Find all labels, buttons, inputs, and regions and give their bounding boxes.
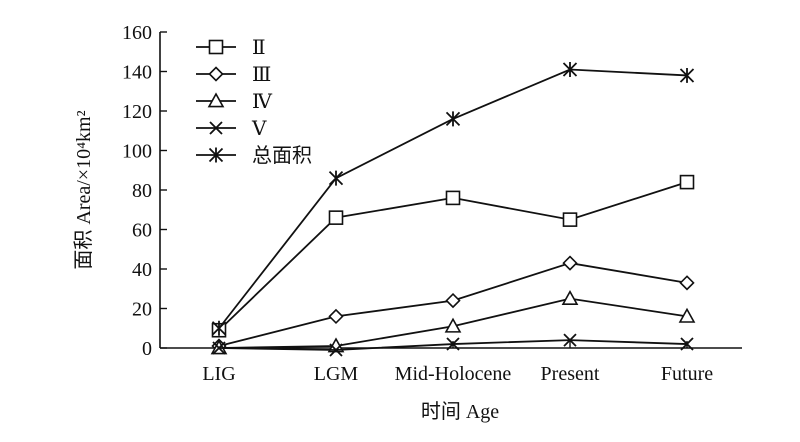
x-tick-label: Mid-Holocene <box>395 363 512 385</box>
series-layer <box>210 62 696 357</box>
data-point <box>561 289 579 306</box>
data-point <box>328 170 344 186</box>
x-axis-title: 时间 Age <box>421 400 499 423</box>
data-point <box>562 255 578 271</box>
data-point <box>329 343 343 357</box>
legend-marker <box>208 147 224 163</box>
y-tick-label: 100 <box>122 141 152 163</box>
legend-item: Ⅳ <box>196 91 273 113</box>
legend-label: Ⅲ <box>252 64 271 86</box>
y-tick-label: 80 <box>132 180 152 202</box>
data-point <box>678 307 696 323</box>
legend-label: 总面积 <box>252 144 312 167</box>
y-tick-label: 140 <box>122 62 152 84</box>
y-tick-label: 60 <box>132 220 152 242</box>
legend-label: Ⅳ <box>252 91 273 113</box>
legend-marker <box>209 121 223 135</box>
series-5 <box>211 62 695 336</box>
legend-item: Ⅴ <box>196 118 267 140</box>
x-tick-label: Future <box>661 363 713 385</box>
y-tick-label: 20 <box>132 299 152 321</box>
y-tick-label: 0 <box>142 338 152 360</box>
data-point <box>212 341 226 355</box>
legend-item: Ⅱ <box>196 37 266 59</box>
x-tick-label: LGM <box>314 363 359 385</box>
legend: Ⅱ Ⅲ Ⅳ Ⅴ 总面积 <box>196 37 312 167</box>
data-point <box>680 337 694 351</box>
data-point <box>328 308 344 325</box>
series-1 <box>211 174 695 338</box>
data-point <box>679 67 695 83</box>
data-point <box>328 210 344 225</box>
data-point <box>679 174 695 190</box>
data-point <box>444 317 462 333</box>
data-point <box>562 212 578 227</box>
data-point <box>446 337 460 351</box>
data-point <box>445 111 461 127</box>
y-tick-label: 40 <box>132 259 152 281</box>
legend-label: Ⅱ <box>252 37 266 59</box>
data-point <box>562 62 578 77</box>
data-point <box>679 275 695 291</box>
ticks: 0 20 40 60 80 100 120 140 160 LIG LGM Mid-Holocene P… <box>122 22 713 385</box>
legend-marker <box>208 66 224 82</box>
legend-item: 总面积 <box>196 144 312 167</box>
data-point <box>211 320 227 336</box>
series-4 <box>212 333 694 357</box>
y-tick-label: 120 <box>122 101 152 123</box>
legend-label: Ⅴ <box>251 118 267 140</box>
legend-item: Ⅲ <box>196 64 271 86</box>
legend-marker <box>207 92 225 108</box>
legend-marker <box>208 39 224 55</box>
series-2 <box>211 255 695 354</box>
y-tick-label: 160 <box>122 22 152 44</box>
x-tick-label: LIG <box>202 363 235 385</box>
data-point <box>563 333 577 347</box>
x-tick-label: Present <box>541 363 600 385</box>
data-point <box>445 190 461 206</box>
y-axis-title: 面积 Area/×10⁴km² <box>72 110 95 269</box>
data-point <box>445 292 461 309</box>
